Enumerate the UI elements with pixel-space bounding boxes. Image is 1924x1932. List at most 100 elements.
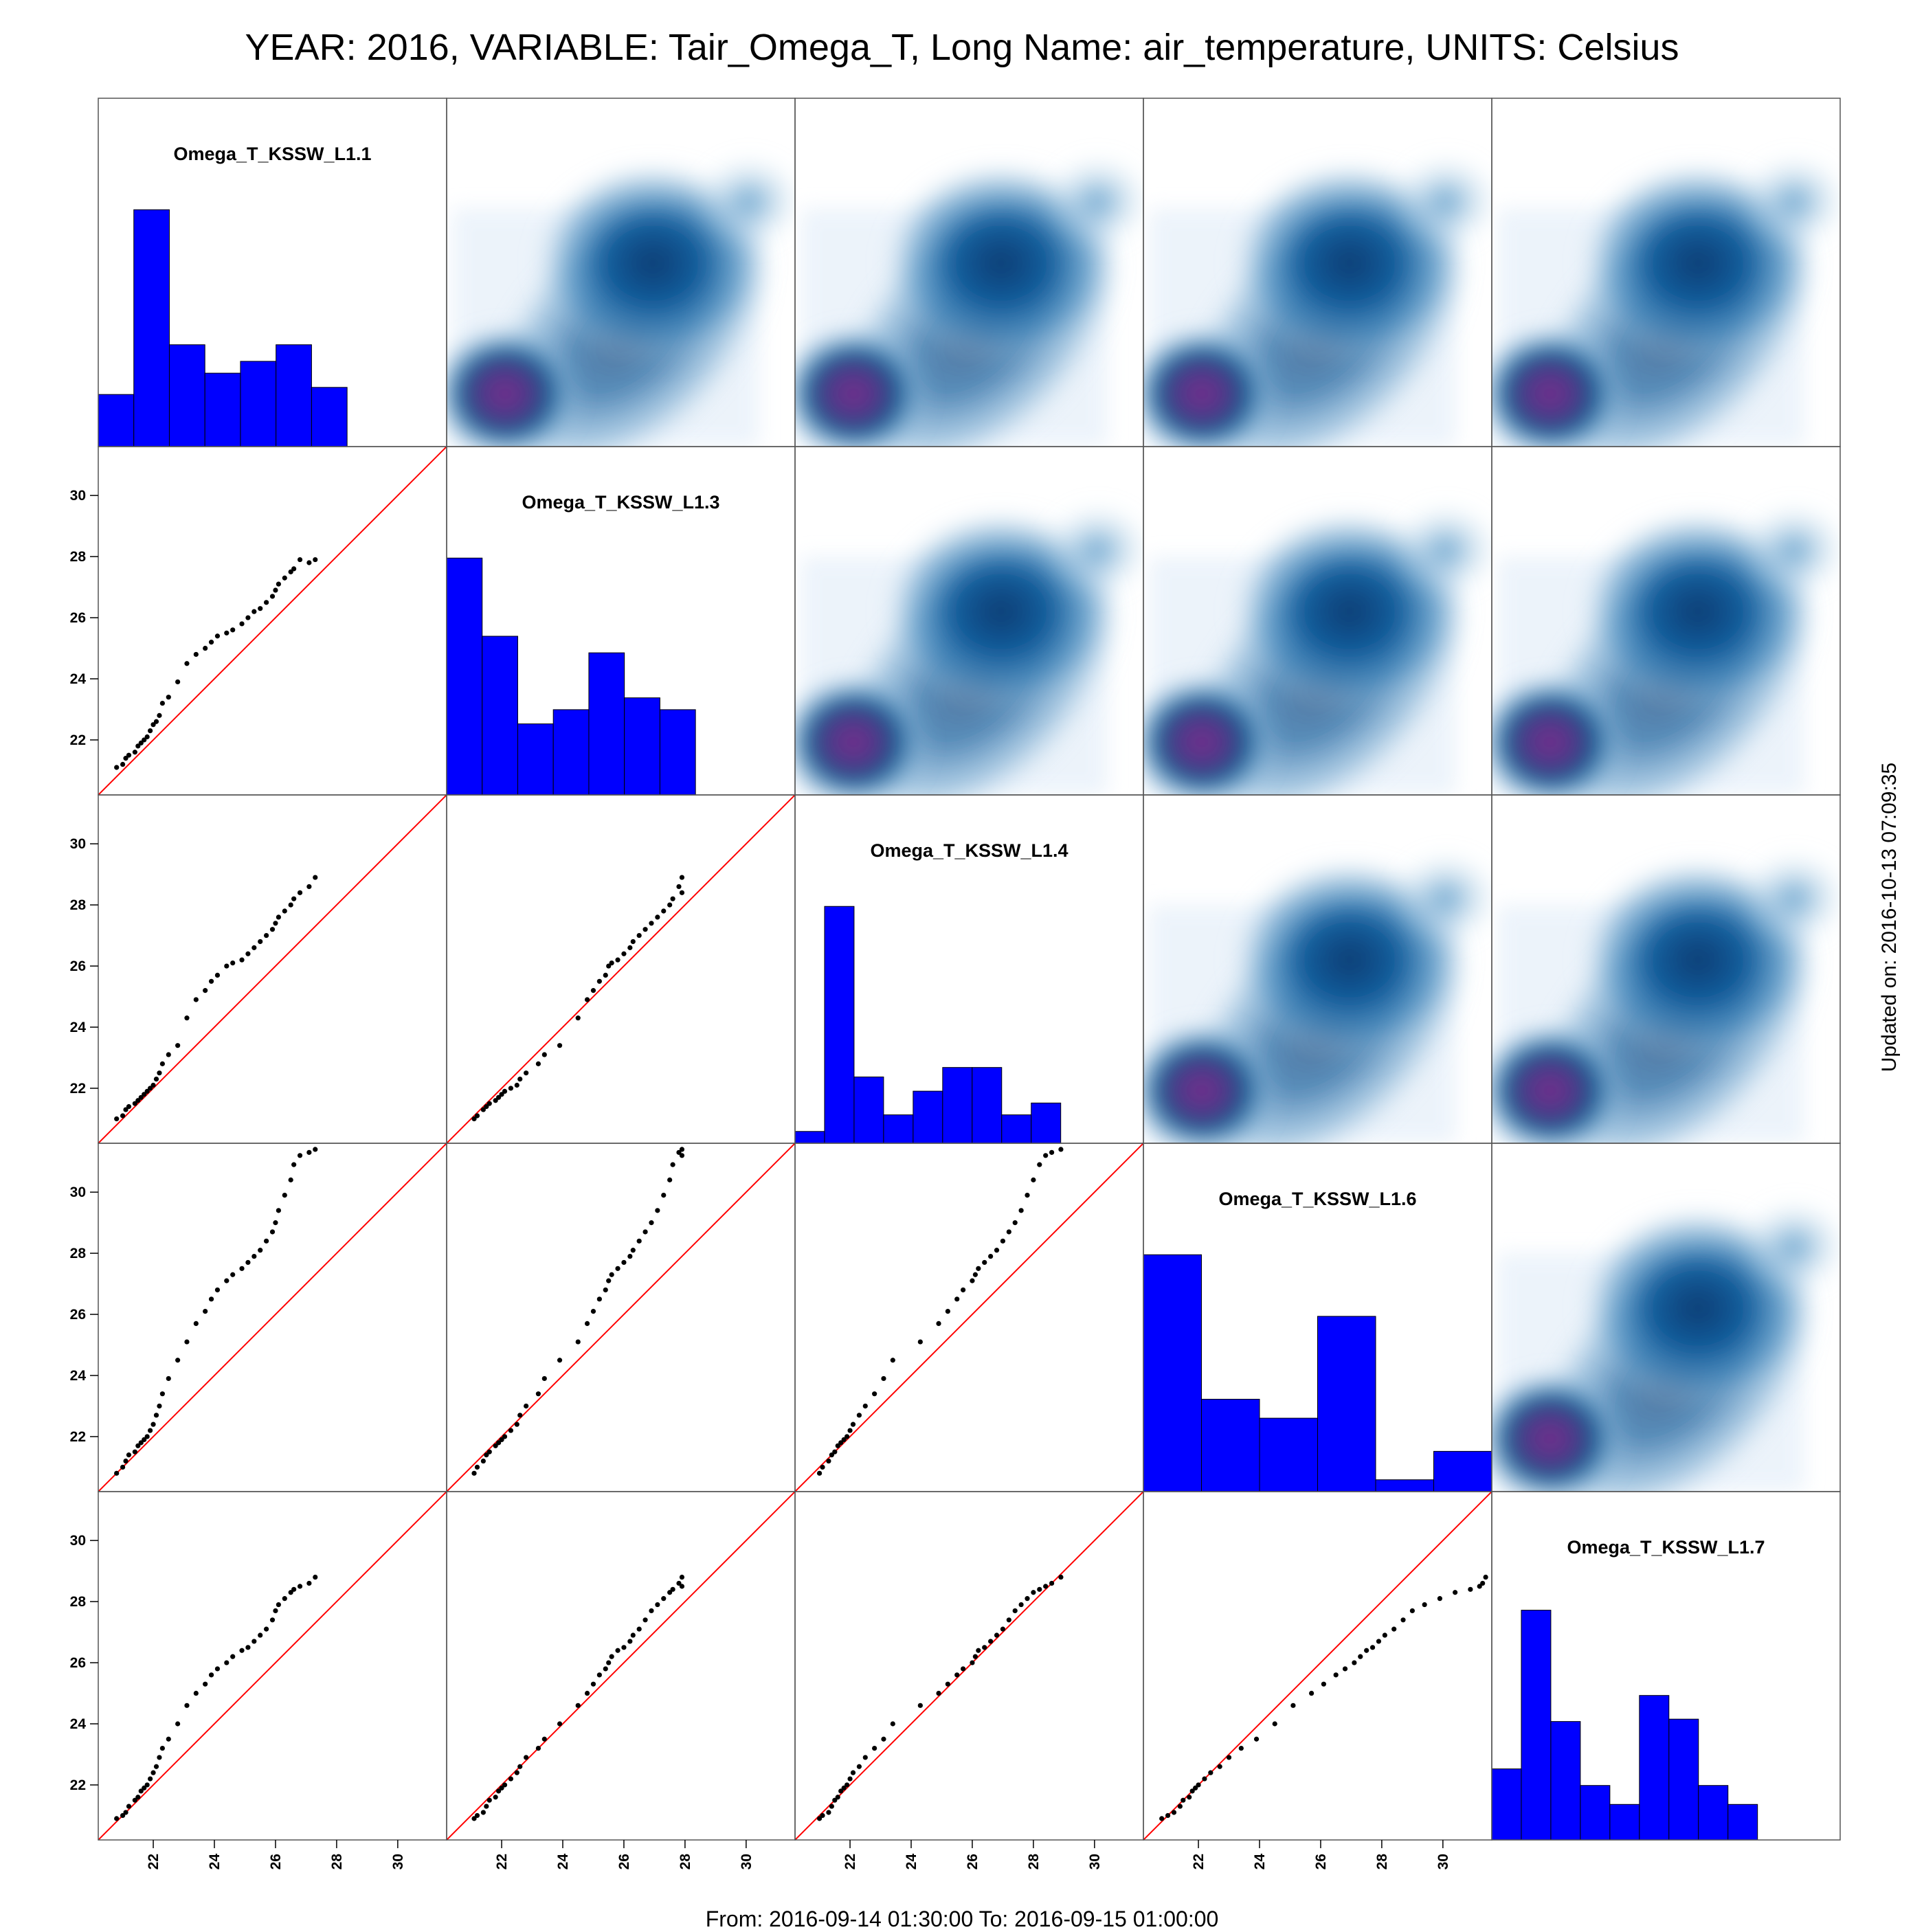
histogram-bar <box>204 372 241 447</box>
scatter-point <box>841 1437 847 1442</box>
scatter-point <box>126 1452 132 1458</box>
scatter-point <box>575 1339 581 1345</box>
scatter-point <box>313 875 318 880</box>
scatter-point <box>1226 1755 1232 1760</box>
panel-r2-c3 <box>1143 794 1492 1144</box>
scatter-point <box>1321 1681 1326 1687</box>
scatter-point <box>667 1177 673 1182</box>
scatter-point <box>288 569 293 574</box>
scatter-point <box>159 1391 165 1397</box>
panel-r1-c3 <box>1143 446 1492 796</box>
scatter-point <box>135 1098 141 1103</box>
scatter-point <box>135 1443 141 1448</box>
panel-r4-c2 <box>794 1491 1144 1841</box>
scatter-point <box>676 1580 682 1586</box>
histogram-bar <box>659 709 696 795</box>
scatter-point <box>148 728 153 734</box>
scatter-point <box>150 1082 156 1088</box>
scatter-point <box>1049 1149 1055 1155</box>
scatter-point <box>596 978 602 984</box>
histogram-bar <box>240 361 277 447</box>
scatter-point <box>517 1413 523 1418</box>
panel-r0-c0: Omega_T_KSSW_L1.1 <box>98 98 447 447</box>
scatter-point <box>1422 1602 1427 1608</box>
scatter-point <box>826 1810 831 1815</box>
scatter-point <box>474 1464 480 1470</box>
time-range-caption: From: 2016-09-14 01:30:00 To: 2016-09-15… <box>705 1907 1219 1931</box>
scatter-point <box>159 1745 165 1751</box>
scatter-point <box>649 1608 654 1614</box>
scatter-point <box>1000 1238 1006 1244</box>
scatter-point <box>138 740 144 745</box>
y-tick-label: 28 <box>70 897 87 913</box>
scatter-point <box>1018 1208 1024 1213</box>
scatter-point <box>126 1104 132 1110</box>
scatter-point <box>214 633 221 639</box>
scatter-point <box>288 1590 293 1595</box>
scatter-point <box>499 1437 504 1442</box>
scatter-point <box>816 1816 823 1821</box>
scatter-point <box>264 1238 269 1244</box>
scatter-point <box>126 752 132 758</box>
density-mode-top <box>1739 1198 1840 1294</box>
histogram-bar <box>1001 1114 1032 1143</box>
scatter-point <box>264 600 269 605</box>
one-to-one-line <box>447 795 795 1143</box>
scatter-point <box>224 1278 230 1283</box>
scatter-point <box>1309 1690 1315 1696</box>
scatter-point <box>890 1358 895 1363</box>
scatter-point <box>541 1375 547 1382</box>
variable-label: Omega_T_KSSW_L1.7 <box>1567 1537 1765 1558</box>
scatter-point <box>230 1272 236 1277</box>
scatter-point <box>630 1248 636 1253</box>
scatter-point <box>313 557 318 563</box>
scatter-point <box>208 1672 214 1678</box>
histogram-bar <box>1492 1768 1522 1840</box>
scatter-point <box>1290 1703 1296 1708</box>
scatter-point <box>994 1248 1000 1253</box>
scatter-point <box>142 737 147 743</box>
scatter-point <box>954 1296 960 1302</box>
scatter-point <box>679 890 685 895</box>
scatter-point <box>1369 1645 1376 1650</box>
scatter-point <box>557 1043 563 1048</box>
scatter-point <box>306 1149 312 1155</box>
scatter-point <box>541 1052 547 1057</box>
scatter-point <box>603 1287 608 1293</box>
scatter-point <box>269 1229 276 1235</box>
scatter-point <box>1049 1580 1055 1586</box>
scatter-point <box>667 902 673 908</box>
histogram-bar <box>913 1090 943 1143</box>
scatter-point <box>976 1648 981 1653</box>
scatter-point <box>1165 1812 1171 1819</box>
scatter-point <box>230 1654 236 1659</box>
histogram-bar <box>311 387 348 447</box>
x-tick-label: 26 <box>1313 1854 1329 1869</box>
scatter-point <box>484 1804 489 1809</box>
scatter-point <box>1453 1590 1458 1595</box>
scatter-point <box>203 988 208 993</box>
scatter-point <box>264 1626 269 1632</box>
panel-border <box>1491 1491 1841 1841</box>
y-tick-label: 24 <box>70 1368 87 1384</box>
scatter-point <box>603 972 608 978</box>
scatter-point <box>945 1681 950 1687</box>
histogram-bar <box>1521 1610 1552 1840</box>
scatter-point <box>1181 1797 1186 1803</box>
scatter-point <box>276 1208 281 1213</box>
scatter-point <box>514 1422 519 1427</box>
scatter-point <box>1352 1660 1357 1665</box>
y-tick-label: 26 <box>70 958 86 974</box>
scatter-point <box>276 914 281 920</box>
scatter-point <box>636 932 642 939</box>
scatter-point <box>297 1153 303 1158</box>
one-to-one-line <box>1143 1492 1492 1840</box>
scatter-point <box>584 1690 590 1696</box>
scatter-point <box>517 1077 523 1082</box>
scatter-point <box>282 575 287 581</box>
histogram-bar <box>1375 1479 1434 1492</box>
one-to-one-line <box>98 795 447 1143</box>
scatter-point <box>1409 1608 1415 1614</box>
scatter-point <box>1376 1639 1382 1644</box>
scatter-point <box>269 594 276 599</box>
